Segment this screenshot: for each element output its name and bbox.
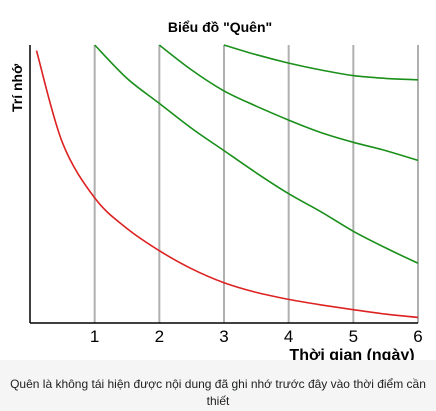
review-curve-2 [158,44,419,162]
x-tick-label-1: 1 [90,327,99,346]
x-tick-label-4: 4 [284,327,293,346]
review-curve-1 [94,44,419,264]
forgetting-curve-chart: Biểu đồ "Quên" Trí nhớ Thời gian (ngày) … [9,19,423,360]
grid-lines [93,45,419,323]
axes [29,45,418,324]
x-tick-label-2: 2 [155,327,164,346]
series-lines [35,44,419,319]
chart-figure: Biểu đồ "Quên" Trí nhớ Thời gian (ngày) … [9,19,423,360]
x-axis-label: Thời gian (ngày) [289,347,414,360]
x-tick-labels: 1 2 3 4 5 6 [90,327,423,346]
x-tick-label-6: 6 [413,327,422,346]
forgetting-curve [35,50,419,319]
x-tick-label-3: 3 [219,327,228,346]
figure-caption: Quên là không tái hiện được nội dung đã … [10,377,426,408]
y-axis-label: Trí nhớ [9,64,25,112]
review-curve-3 [223,44,419,81]
chart-title: Biểu đồ "Quên" [168,19,272,35]
x-tick-label-5: 5 [349,327,358,346]
